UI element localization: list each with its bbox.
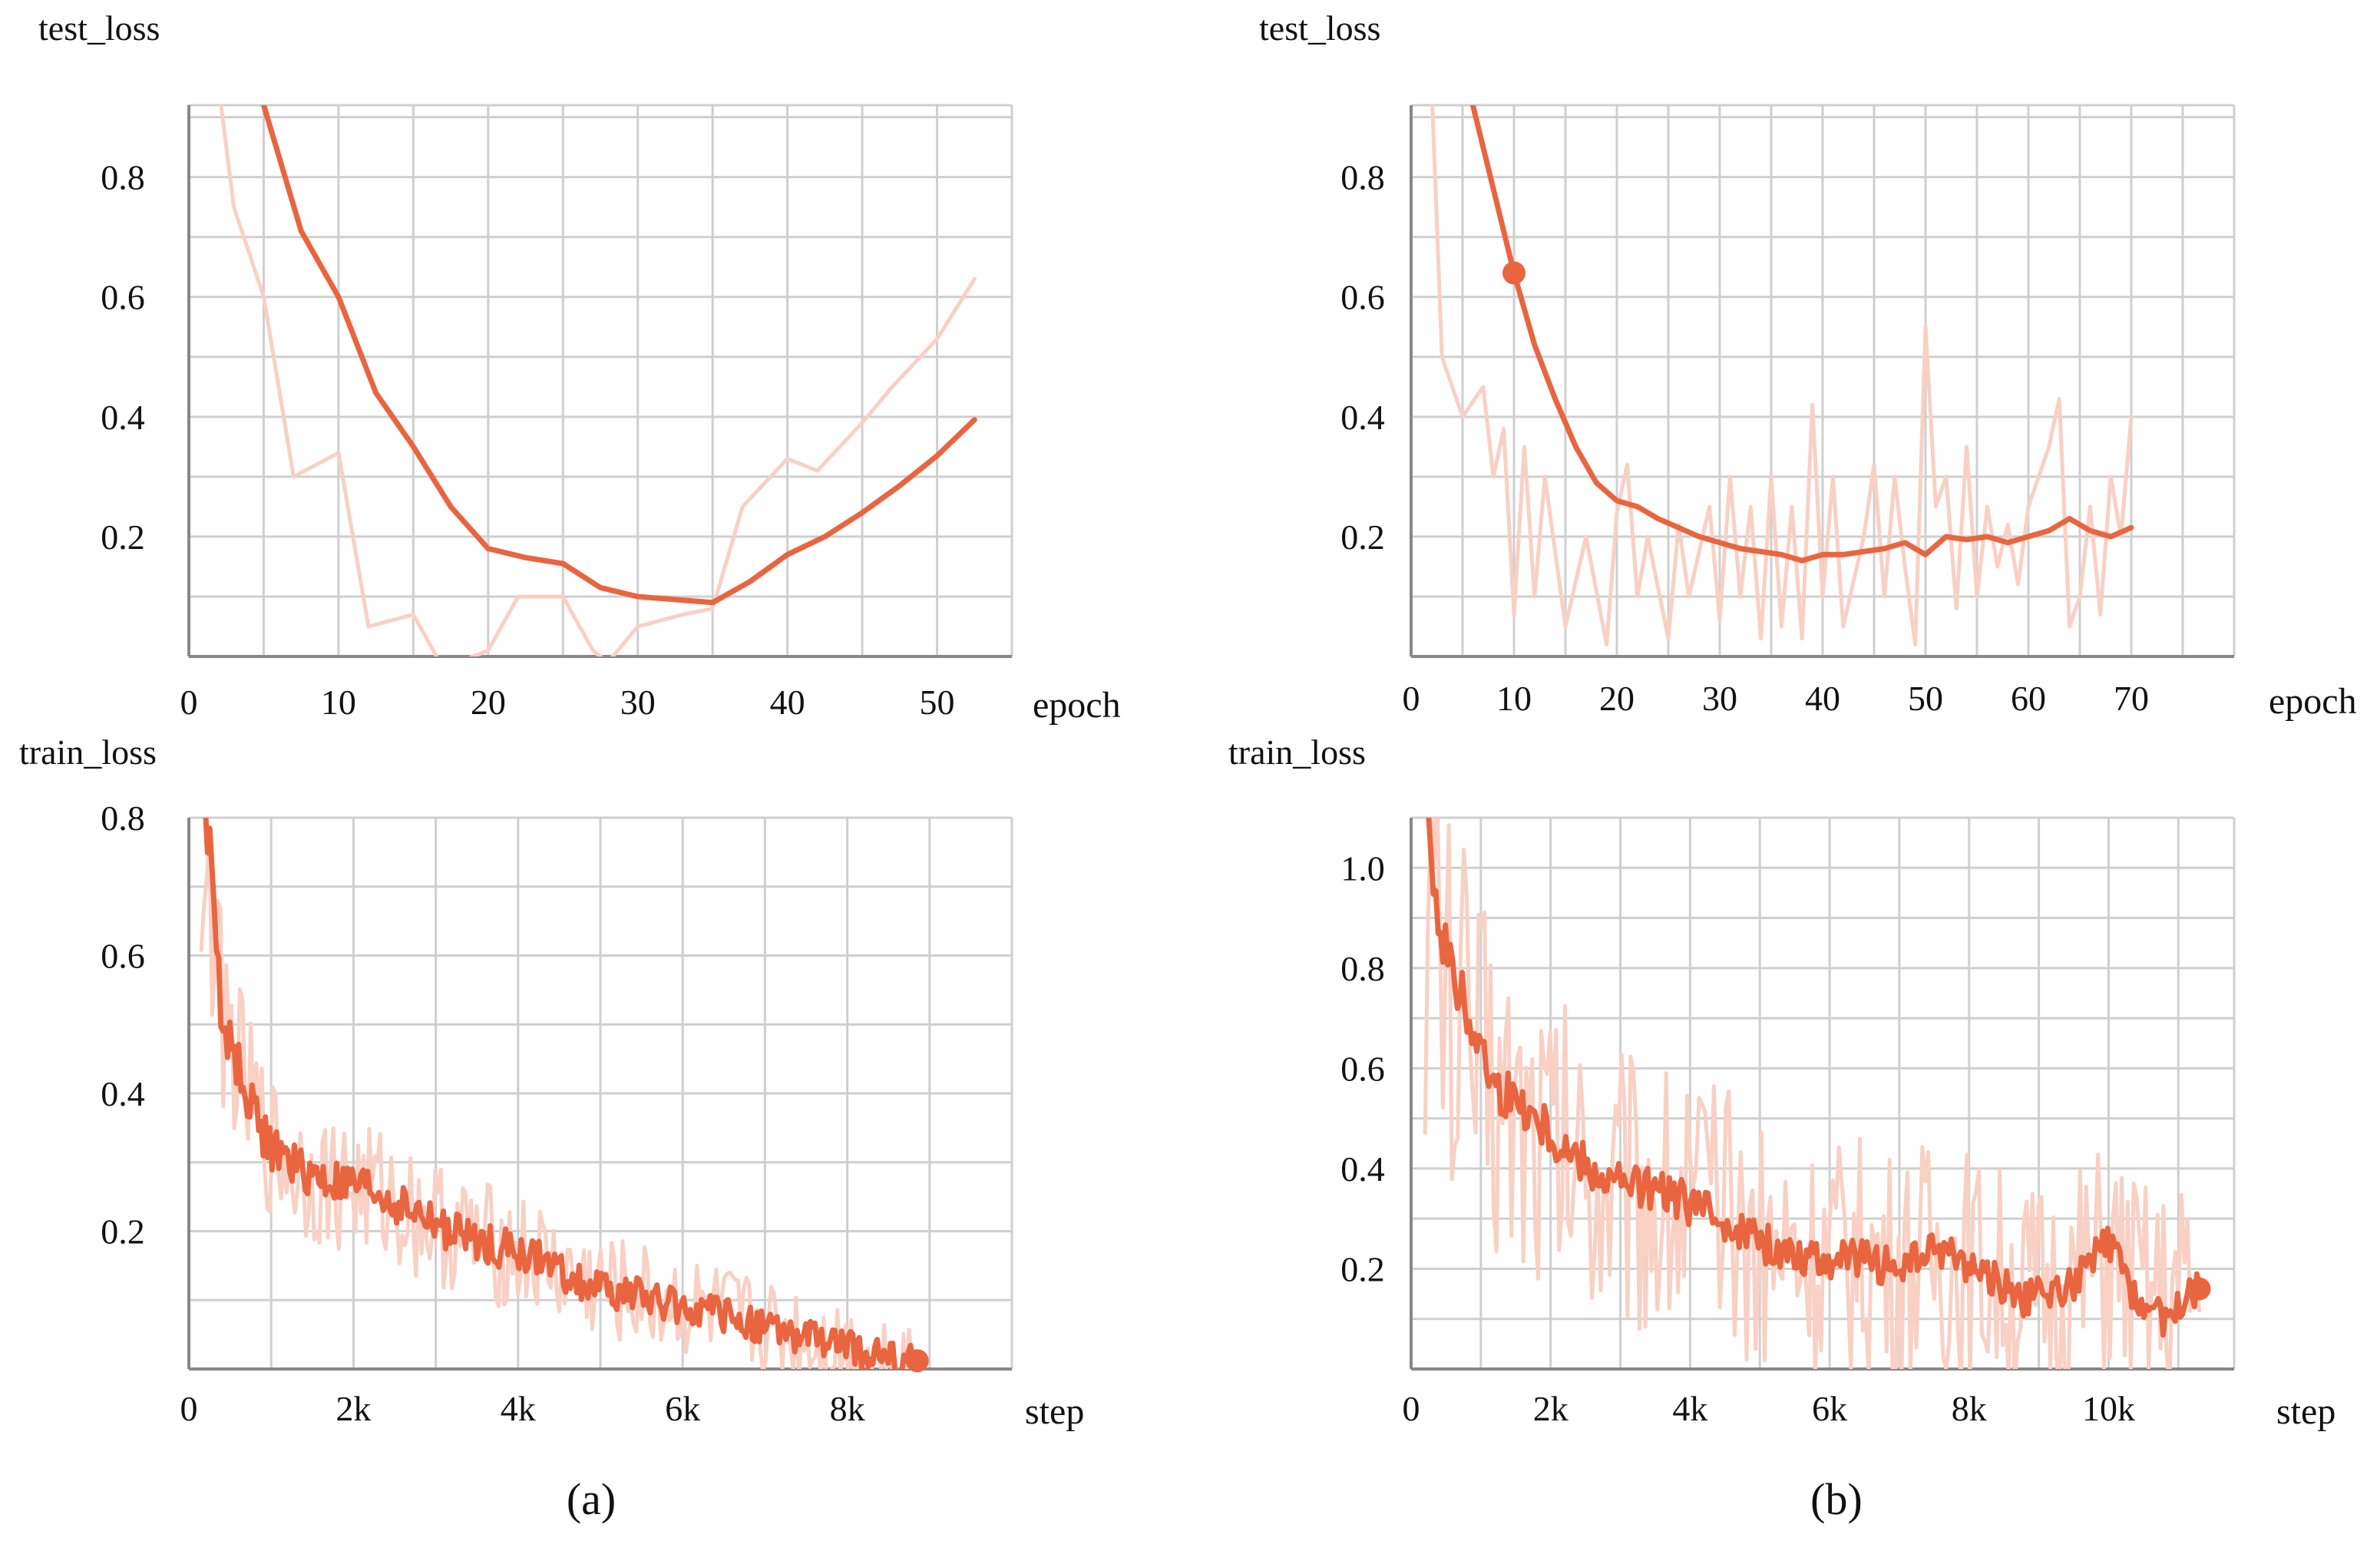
chart-a-train-series-smoothed <box>203 818 921 1369</box>
chart-b-test-xtick-label: 50 <box>1908 679 1943 718</box>
chart-b-train-xtick-label: 8k <box>1952 1389 1987 1428</box>
chart-a-test-xlabel: epoch <box>1033 685 1121 726</box>
chart-a-train-xtick-label: 6k <box>665 1389 700 1428</box>
chart-b-train-ytick-label: 0.2 <box>1340 1249 1385 1288</box>
chart-b-test-ytick-label: 0.8 <box>1340 158 1385 197</box>
chart-a-test-xtick-label: 20 <box>471 683 506 722</box>
chart-a-test-xtick-label: 30 <box>620 683 656 722</box>
chart-b-train-marker <box>2187 1277 2211 1301</box>
chart-b-train-xtick-label: 10k <box>2082 1389 2135 1428</box>
chart-a-train-xlabel: step <box>1025 1391 1084 1432</box>
chart-b-test-xtick-label: 60 <box>2011 679 2046 718</box>
chart-b-train-xlabel: step <box>2276 1391 2335 1432</box>
chart-a-test-xtick-label: 10 <box>321 683 356 722</box>
chart-b-test-ylabel: test_loss <box>1259 8 1380 48</box>
chart-a-train-series-raw <box>199 836 916 1369</box>
chart-b-test-xtick-label: 0 <box>1403 679 1420 718</box>
chart-b-test-xtick-label: 20 <box>1599 679 1635 718</box>
chart-a-train-xtick-label: 8k <box>830 1389 865 1428</box>
chart-b-test-series-smoothed <box>1469 105 2134 564</box>
chart-a-test-xtick-label: 40 <box>770 683 805 722</box>
chart-b-train-ytick-label: 0.6 <box>1340 1049 1385 1088</box>
chart-a-test-ytick-label: 0.8 <box>101 158 145 197</box>
chart-a-test-ylabel: test_loss <box>38 8 160 48</box>
chart-a-train-ytick-label: 0.2 <box>101 1212 145 1252</box>
chart-b-train-xtick-label: 0 <box>1403 1389 1420 1428</box>
chart-b-train-series-smoothed <box>1426 818 2203 1338</box>
chart-b-test-ytick-label: 0.2 <box>1340 518 1385 557</box>
chart-b-test-xtick-label: 70 <box>2114 679 2149 718</box>
chart-b-test-xtick-label: 40 <box>1805 679 1840 718</box>
caption-a: (a) <box>567 1474 616 1524</box>
chart-b-test-ytick-label: 0.6 <box>1340 278 1385 317</box>
chart-a-train-ytick-label: 0.6 <box>101 937 145 976</box>
chart-a-train-ylabel: train_loss <box>19 732 157 772</box>
chart-a-test-xtick-label: 50 <box>920 683 955 722</box>
chart-b-train-ytick-label: 0.8 <box>1340 949 1385 988</box>
chart-a-test-series-smoothed <box>261 105 977 606</box>
chart-a-train-ytick-label: 0.8 <box>101 799 145 838</box>
chart-b-train-xtick-label: 2k <box>1533 1389 1568 1428</box>
chart-b-test-xtick-label: 30 <box>1702 679 1737 718</box>
chart-a-test-ytick-label: 0.2 <box>101 518 145 557</box>
chart-b-test-xtick-label: 10 <box>1496 679 1532 718</box>
chart-b-test-series-raw <box>1430 105 2134 646</box>
chart-a-train-marker <box>905 1349 929 1373</box>
chart-a-train-xtick-label: 0 <box>180 1389 198 1428</box>
chart-a-test-ytick-label: 0.4 <box>101 398 145 437</box>
chart-b-test-ytick-label: 0.4 <box>1340 398 1385 437</box>
chart-a-train-ytick-label: 0.4 <box>101 1074 145 1113</box>
chart-b-train-ytick-label: 0.4 <box>1340 1149 1385 1189</box>
chart-b-test-xlabel: epoch <box>2269 681 2357 722</box>
chart-a-test-xtick-label: 0 <box>180 683 198 722</box>
chart-a-train-xtick-label: 4k <box>501 1389 536 1428</box>
chart-a-test-series-raw <box>219 105 977 656</box>
chart-a-train-xtick-label: 2k <box>336 1389 371 1428</box>
chart-a-test-ytick-label: 0.6 <box>101 278 145 317</box>
chart-b-test-marker <box>1502 261 1526 285</box>
chart-b-train-xtick-label: 4k <box>1672 1389 1707 1428</box>
chart-b-train-xtick-label: 6k <box>1812 1389 1847 1428</box>
chart-b-train-series-raw <box>1423 818 2202 1369</box>
chart-b-train-ytick-label: 1.0 <box>1340 848 1385 888</box>
chart-b-train-ylabel: train_loss <box>1228 732 1366 772</box>
caption-b: (b) <box>1810 1474 1863 1524</box>
